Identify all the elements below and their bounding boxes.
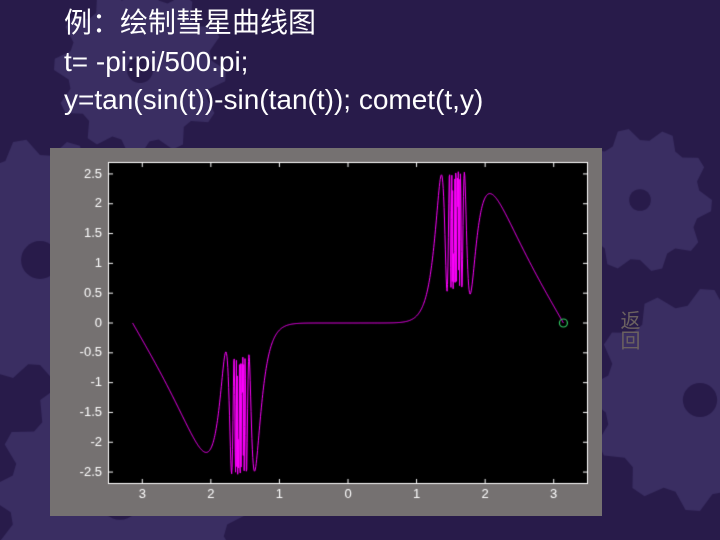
return-label[interactable]: 返回 — [614, 310, 643, 350]
text-line-3: y=tan(sin(t))-sin(tan(t)); comet(t,y) — [64, 81, 684, 119]
example-title-cn: 绘制彗星曲线图 — [120, 8, 316, 39]
example-prefix: 例： — [64, 8, 120, 39]
code-text-block: 例：绘制彗星曲线图 t= -pi:pi/500:pi; y=tan(sin(t)… — [64, 4, 684, 118]
slide-root: 例：绘制彗星曲线图 t= -pi:pi/500:pi; y=tan(sin(t)… — [0, 0, 720, 540]
chart-area — [50, 148, 602, 516]
comet-chart — [50, 148, 602, 516]
text-line-2: t= -pi:pi/500:pi; — [64, 43, 684, 81]
text-line-1: 例：绘制彗星曲线图 — [64, 4, 684, 43]
